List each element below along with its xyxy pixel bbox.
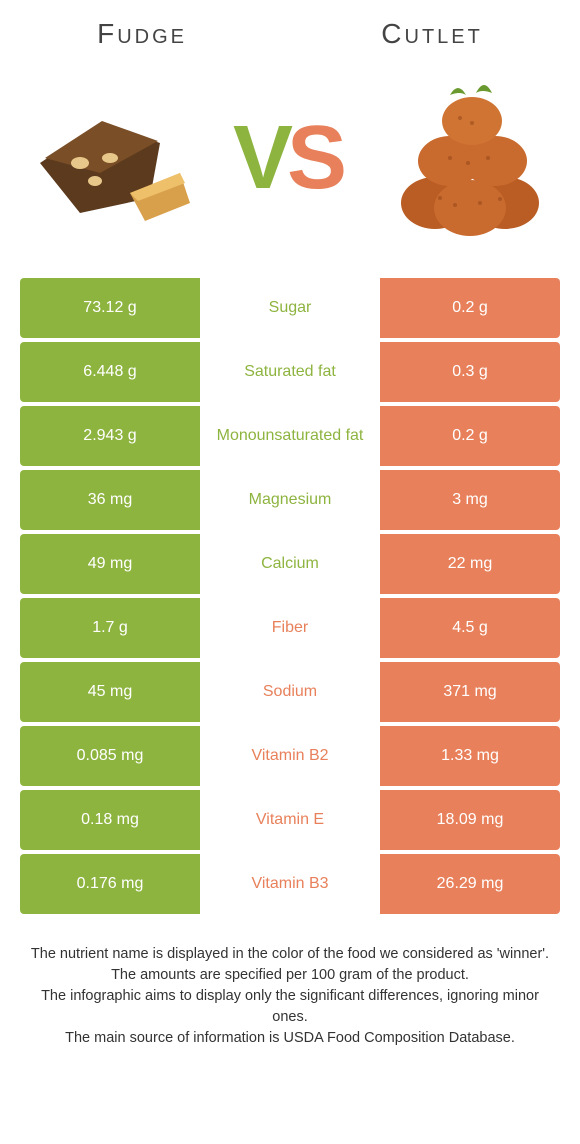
nutrient-row: 36 mgMagnesium3 mg: [20, 470, 560, 530]
right-value: 22 mg: [380, 534, 560, 594]
nutrient-row: 2.943 gMonounsaturated fat0.2 g: [20, 406, 560, 466]
left-value: 0.085 mg: [20, 726, 200, 786]
nutrient-row: 45 mgSodium371 mg: [20, 662, 560, 722]
vs-letter-v: V: [233, 113, 293, 203]
left-value: 2.943 g: [20, 406, 200, 466]
nutrient-name: Sodium: [200, 662, 380, 722]
left-value: 45 mg: [20, 662, 200, 722]
left-value: 73.12 g: [20, 278, 200, 338]
nutrient-row: 0.085 mgVitamin B21.33 mg: [20, 726, 560, 786]
right-value: 0.2 g: [380, 406, 560, 466]
nutrient-name: Saturated fat: [200, 342, 380, 402]
left-value: 1.7 g: [20, 598, 200, 658]
nutrient-row: 73.12 gSugar0.2 g: [20, 278, 560, 338]
right-value: 0.2 g: [380, 278, 560, 338]
right-value: 26.29 mg: [380, 854, 560, 914]
infographic-container: Fudge Cutlet V S: [0, 0, 580, 1049]
left-value: 0.176 mg: [20, 854, 200, 914]
nutrient-row: 49 mgCalcium22 mg: [20, 534, 560, 594]
footnote-line: The nutrient name is displayed in the co…: [30, 944, 550, 965]
header: Fudge Cutlet: [0, 0, 580, 58]
cutlet-image: [380, 73, 560, 243]
nutrient-name: Monounsaturated fat: [200, 406, 380, 466]
footnote-line: The infographic aims to display only the…: [30, 986, 550, 1028]
nutrient-name: Calcium: [200, 534, 380, 594]
footnote: The nutrient name is displayed in the co…: [30, 944, 550, 1049]
fudge-image: [20, 73, 200, 243]
hero-row: V S: [0, 58, 580, 278]
left-food-title: Fudge: [97, 18, 187, 50]
right-value: 0.3 g: [380, 342, 560, 402]
nutrient-row: 6.448 gSaturated fat0.3 g: [20, 342, 560, 402]
cutlet-icon: [380, 73, 560, 243]
nutrient-name: Magnesium: [200, 470, 380, 530]
right-value: 371 mg: [380, 662, 560, 722]
vs-letter-s: S: [287, 113, 347, 203]
nutrient-name: Vitamin B2: [200, 726, 380, 786]
footnote-line: The amounts are specified per 100 gram o…: [30, 965, 550, 986]
nutrient-name: Vitamin B3: [200, 854, 380, 914]
right-value: 3 mg: [380, 470, 560, 530]
right-value: 18.09 mg: [380, 790, 560, 850]
nutrient-row: 0.18 mgVitamin E18.09 mg: [20, 790, 560, 850]
nutrient-name: Fiber: [200, 598, 380, 658]
footnote-line: The main source of information is USDA F…: [30, 1028, 550, 1049]
nutrient-name: Vitamin E: [200, 790, 380, 850]
vs-label: V S: [233, 113, 347, 203]
nutrient-name: Sugar: [200, 278, 380, 338]
left-value: 36 mg: [20, 470, 200, 530]
left-value: 49 mg: [20, 534, 200, 594]
left-value: 0.18 mg: [20, 790, 200, 850]
nutrient-row: 0.176 mgVitamin B326.29 mg: [20, 854, 560, 914]
right-food-title: Cutlet: [381, 18, 483, 50]
right-value: 4.5 g: [380, 598, 560, 658]
left-value: 6.448 g: [20, 342, 200, 402]
nutrient-table: 73.12 gSugar0.2 g6.448 gSaturated fat0.3…: [20, 278, 560, 914]
right-value: 1.33 mg: [380, 726, 560, 786]
fudge-icon: [20, 73, 200, 243]
nutrient-row: 1.7 gFiber4.5 g: [20, 598, 560, 658]
